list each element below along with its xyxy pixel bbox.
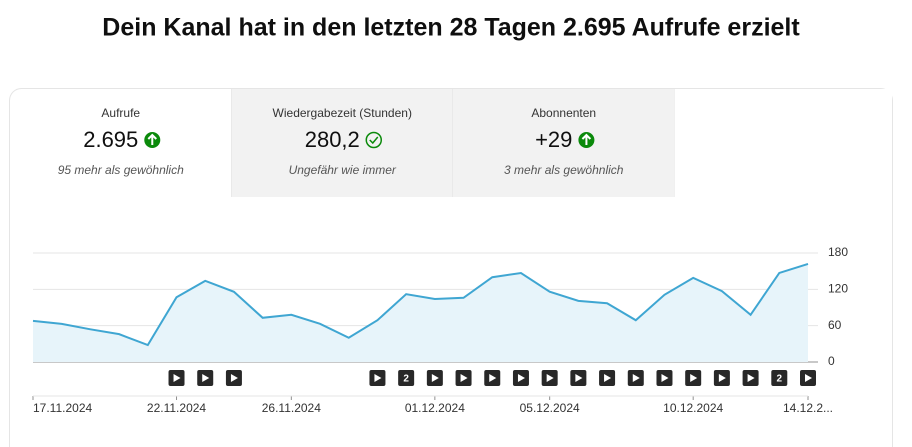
tab-value: 2.695 xyxy=(83,127,138,152)
play-icon xyxy=(747,374,755,382)
trend-arrow xyxy=(147,133,157,145)
play-icon xyxy=(517,374,525,382)
video-marker[interactable] xyxy=(742,370,759,386)
tab-label: Aufrufe xyxy=(101,106,140,120)
play-icon xyxy=(173,374,181,382)
y-tick-label: 0 xyxy=(828,354,835,368)
tab-bg xyxy=(231,89,453,197)
metric-tab[interactable]: Abonnenten +29 3 mehr als gewöhnlich xyxy=(453,89,675,197)
video-marker[interactable] xyxy=(512,370,529,386)
x-tick-label: 26.11.2024 xyxy=(262,401,321,415)
play-icon xyxy=(546,374,554,382)
video-marker[interactable] xyxy=(656,370,673,386)
metric-tab[interactable]: Wiedergabezeit (Stunden) 280,2 Ungefähr wi… xyxy=(231,89,454,197)
video-marker[interactable] xyxy=(197,370,214,386)
play-icon xyxy=(460,374,468,382)
x-tick-label: 01.12.2024 xyxy=(405,401,465,415)
play-icon xyxy=(805,374,812,382)
tab-value: 280,2 xyxy=(305,127,360,152)
video-marker[interactable] xyxy=(369,370,386,386)
video-marker[interactable] xyxy=(627,370,644,386)
video-marker[interactable] xyxy=(800,370,816,386)
video-marker[interactable] xyxy=(570,370,587,386)
play-icon xyxy=(230,374,238,382)
trend-arrow xyxy=(581,133,592,145)
x-tick-label: 17.11.2024 xyxy=(33,401,92,415)
x-tick-label: 22.11.2024 xyxy=(147,401,206,415)
video-marker[interactable] xyxy=(599,370,616,386)
play-icon xyxy=(604,374,612,382)
metric-tab[interactable]: Aufrufe 2.695 95 mehr als gewöhnlich xyxy=(58,89,232,197)
tab-value: +29 xyxy=(535,127,572,152)
y-tick-label: 120 xyxy=(828,282,848,296)
video-marker[interactable] xyxy=(168,370,185,386)
video-marker-box xyxy=(771,370,788,386)
area-fill xyxy=(33,263,808,362)
play-icon xyxy=(661,374,669,382)
tab-label: Abonnenten xyxy=(531,106,596,120)
y-tick-label: 60 xyxy=(828,318,842,332)
video-marker[interactable] xyxy=(685,370,702,386)
play-icon xyxy=(690,374,698,382)
video-marker[interactable] xyxy=(455,370,472,386)
video-marker[interactable] xyxy=(541,370,558,386)
play-icon xyxy=(374,374,382,382)
video-marker[interactable] xyxy=(713,370,730,386)
x-tick-label: 10.12.2024 xyxy=(663,401,723,415)
video-marker[interactable]: 2 xyxy=(398,370,415,386)
tab-note: 3 mehr als gewöhnlich xyxy=(504,163,624,177)
video-marker[interactable] xyxy=(225,370,242,386)
tab-note: Ungefähr wie immer xyxy=(289,163,397,177)
tab-label: Wiedergabezeit (Stunden) xyxy=(273,106,412,120)
play-icon xyxy=(202,374,210,382)
y-tick-label: 180 xyxy=(828,245,848,259)
video-marker[interactable]: 2 xyxy=(771,370,788,386)
page-title: Dein Kanal hat in den letzten 28 Tagen 2… xyxy=(102,14,800,42)
tab-note: 95 mehr als gewöhnlich xyxy=(58,163,184,177)
tab-bg xyxy=(674,89,892,197)
check-mark xyxy=(369,136,379,145)
play-icon xyxy=(489,374,497,382)
x-tick-label: 14.12.2... xyxy=(783,401,833,415)
trend-normal-icon xyxy=(365,131,383,149)
play-icon xyxy=(718,374,726,382)
tab-bg xyxy=(453,89,675,197)
video-marker[interactable] xyxy=(484,370,501,386)
line xyxy=(32,262,809,347)
video-count: 2 xyxy=(777,374,783,385)
play-icon xyxy=(431,374,439,382)
x-tick-label: 05.12.2024 xyxy=(520,401,580,415)
play-icon xyxy=(575,374,583,382)
play-icon xyxy=(632,374,640,382)
video-marker-box xyxy=(398,370,415,386)
video-marker[interactable] xyxy=(426,370,443,386)
video-count: 2 xyxy=(403,374,409,385)
